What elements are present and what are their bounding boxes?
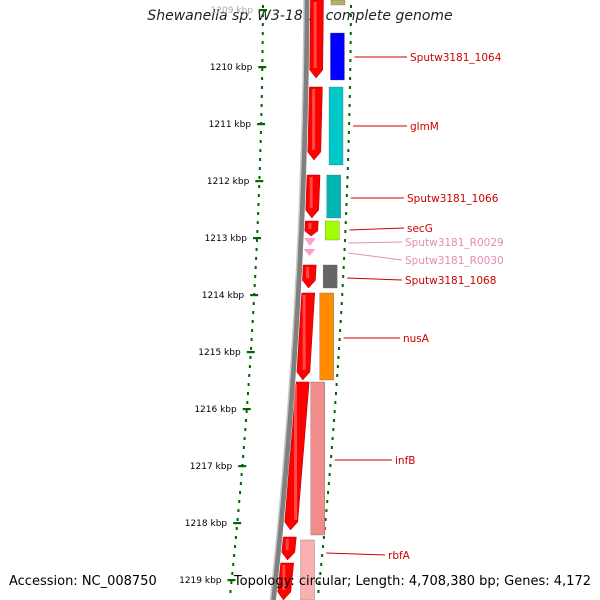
- ruler-tick-label: 1212 kbp: [207, 177, 250, 187]
- ruler-tick: [233, 522, 242, 525]
- label-leader: [349, 227, 405, 231]
- label-leader: [348, 241, 403, 244]
- gene-arrow: [281, 536, 297, 561]
- ruler-tick: [227, 579, 236, 582]
- gene-arrow-highlight: [294, 384, 298, 520]
- gene-arrow: [277, 562, 295, 600]
- ruler-tick-label: 1217 kbp: [190, 462, 233, 472]
- ruler-tick-label: 1209 kbp: [211, 6, 254, 16]
- gene-arrow-highlight: [282, 565, 286, 590]
- gene-arrow-highlight: [306, 267, 310, 279]
- cog-block: [328, 86, 344, 166]
- gene-arrow: [304, 220, 319, 237]
- ruler-tick-label: 1213 kbp: [205, 234, 248, 244]
- cog-block: [330, 0, 346, 6]
- cog-block: [325, 220, 340, 241]
- ruler-tick: [242, 408, 251, 411]
- gene-label-sputw3181_1064: Sputw3181_1064: [410, 52, 502, 64]
- ruler-tick: [257, 123, 266, 126]
- ruler-tick-label: 1210 kbp: [210, 63, 253, 73]
- label-leader: [347, 277, 403, 281]
- gene-label-sputw3181_1066: Sputw3181_1066: [407, 193, 499, 205]
- label-leader: [326, 552, 386, 556]
- ruler-tick: [252, 237, 261, 240]
- gene-label-secg: secG: [407, 223, 433, 235]
- ruler-tick: [258, 66, 267, 69]
- ruler-tick: [258, 9, 267, 12]
- ruler-tick: [238, 465, 247, 468]
- ruler-tick-label: 1218 kbp: [185, 519, 228, 529]
- label-leader: [348, 252, 403, 261]
- ruler-tick: [250, 294, 259, 297]
- cog-block: [326, 174, 341, 219]
- ruler-tick-label: 1219 kbp: [179, 576, 222, 586]
- ruler-guide-right: [317, 5, 352, 593]
- backbone-shadow: [269, 0, 305, 600]
- gene-label-nusa: nusA: [403, 333, 430, 345]
- backbone-line: [270, 0, 310, 600]
- gene-label-sputw3181_r0030: Sputw3181_R0030: [405, 255, 504, 267]
- gene-arrow: [307, 86, 323, 161]
- rna-marker: [303, 238, 316, 246]
- ruler-tick: [255, 180, 264, 183]
- ruler-tick: [246, 351, 255, 354]
- map-title: Shewanella sp. W3-18-1, complete genome: [147, 8, 453, 24]
- rna-marker: [303, 249, 316, 256]
- gene-arrow-highlight: [302, 295, 306, 370]
- cog-block: [330, 32, 345, 81]
- ruler-tick-label: 1211 kbp: [209, 120, 252, 130]
- cog-block: [300, 539, 315, 600]
- ruler-guide-left: [229, 5, 264, 593]
- ruler-tick-label: 1216 kbp: [194, 405, 237, 415]
- accession-text: Accession: NC_008750: [9, 574, 157, 589]
- cog-block: [322, 264, 338, 289]
- ruler-tick-label: 1214 kbp: [202, 291, 245, 301]
- gene-label-sputw3181_1068: Sputw3181_1068: [405, 275, 496, 287]
- gene-label-infb: infB: [395, 455, 415, 467]
- cog-block: [310, 381, 325, 536]
- summary-text: Topology: circular; Length: 4,708,380 bp…: [233, 574, 591, 589]
- gene-arrow-highlight: [285, 539, 289, 551]
- gene-label-rbfa: rbfA: [388, 550, 411, 562]
- gene-arrow-highlight: [312, 89, 316, 150]
- gene-label-sputw3181_r0029: Sputw3181_R0029: [405, 237, 504, 249]
- gene-arrow-highlight: [313, 2, 317, 68]
- gene-arrow: [302, 264, 317, 289]
- gene-arrow: [296, 292, 316, 381]
- gene-arrow-highlight: [308, 223, 312, 229]
- gene-arrow: [305, 174, 321, 219]
- ruler-tick-label: 1215 kbp: [198, 348, 241, 358]
- cog-block: [319, 292, 334, 381]
- gene-arrow-highlight: [309, 177, 313, 208]
- gene-label-glmm: glmM: [410, 121, 439, 133]
